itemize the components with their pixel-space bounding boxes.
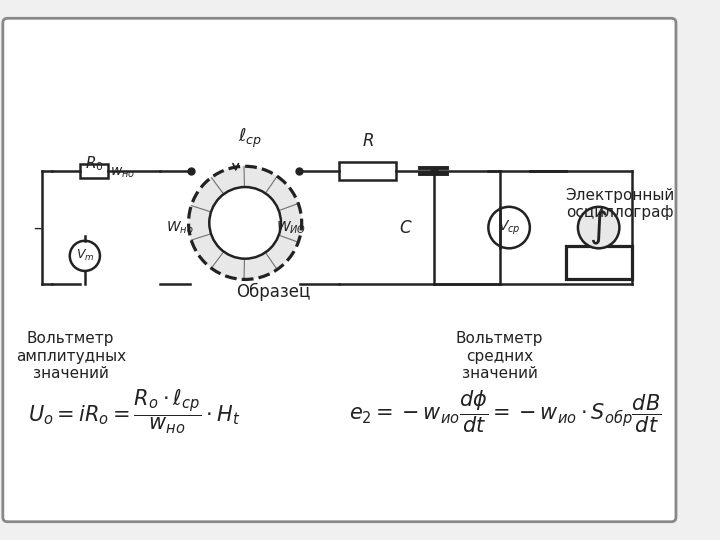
- Text: $W_{ИО}$: $W_{ИО}$: [276, 219, 307, 236]
- Circle shape: [70, 241, 100, 271]
- Text: Электронный
осциллограф: Электронный осциллограф: [566, 188, 675, 220]
- Circle shape: [488, 207, 530, 248]
- Text: $e_2 = -w_{ио}\dfrac{d\phi}{dt} = -w_{ио} \cdot S_{обр}\dfrac{dB}{dt}$: $e_2 = -w_{ио}\dfrac{d\phi}{dt} = -w_{ио…: [348, 388, 662, 435]
- FancyBboxPatch shape: [3, 18, 676, 522]
- Text: $R$: $R$: [361, 132, 374, 150]
- Text: $V_{ср}$: $V_{ср}$: [498, 218, 521, 237]
- Circle shape: [210, 187, 281, 259]
- Text: $C$: $C$: [400, 219, 413, 237]
- Text: Вольтметр
амплитудных
значений: Вольтметр амплитудных значений: [16, 331, 126, 381]
- Text: $\int$: $\int$: [590, 208, 608, 247]
- Bar: [566, 246, 631, 279]
- Text: $R_0$: $R_0$: [85, 154, 104, 173]
- Text: Образец: Образец: [236, 283, 310, 301]
- Circle shape: [578, 207, 619, 248]
- Text: Вольтметр
средних
значений: Вольтметр средних значений: [456, 331, 544, 381]
- Text: $w_{но}$: $w_{но}$: [110, 166, 135, 180]
- Bar: [80, 164, 109, 178]
- Text: $V_m$: $V_m$: [76, 248, 94, 264]
- Text: –: –: [34, 219, 42, 237]
- Circle shape: [189, 166, 302, 279]
- Bar: [339, 161, 396, 180]
- Text: $\ell_{ср}$: $\ell_{ср}$: [238, 126, 262, 150]
- Text: $W_{но}$: $W_{но}$: [166, 219, 193, 236]
- Text: $U_о = iR_о = \dfrac{R_о \cdot \ell_{ср}}{w_{но}} \cdot H_t$: $U_о = iR_о = \dfrac{R_о \cdot \ell_{ср}…: [28, 387, 240, 436]
